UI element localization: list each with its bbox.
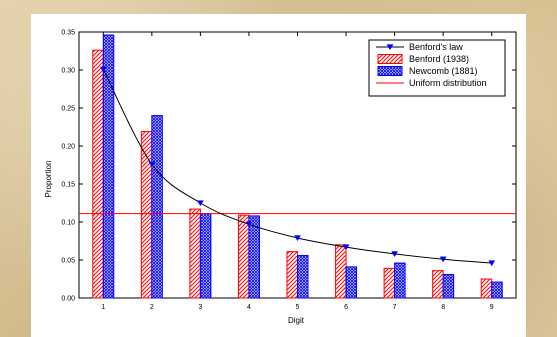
bar-benford-1938 bbox=[92, 49, 104, 299]
chart: 0.00 0.05 0.10 0.15 0.20 0.25 0.30 0.35 1 2 3 4 5 6 7… bbox=[44, 30, 517, 325]
bar-newcomb-1881 bbox=[345, 266, 358, 299]
series-lines bbox=[99, 66, 496, 267]
y-tick-label: 0.05 bbox=[61, 258, 75, 265]
x-tick-label: 9 bbox=[490, 304, 494, 311]
benfords-law-marker bbox=[342, 244, 350, 251]
bar-benford-1938 bbox=[383, 267, 396, 299]
legend-uniform-label: Uniform distribution bbox=[409, 78, 487, 88]
benfords-law-marker bbox=[196, 200, 204, 207]
y-axis-title: Proportion bbox=[44, 161, 53, 198]
x-tick-label: 8 bbox=[441, 304, 445, 311]
bar-benford-1938 bbox=[432, 270, 444, 299]
bar-benford-1938 bbox=[237, 214, 250, 299]
y-tick-label: 0.35 bbox=[61, 30, 75, 37]
legend-benfords-law-label: Benford's law bbox=[409, 42, 463, 52]
bar-newcomb-1881 bbox=[297, 254, 309, 299]
benfords-law-marker bbox=[488, 260, 496, 267]
bar-newcomb-1881 bbox=[199, 213, 212, 299]
y-tick-label: 0.25 bbox=[61, 106, 75, 113]
x-tick-label: 4 bbox=[247, 304, 251, 311]
y-tick-label: 0.00 bbox=[61, 296, 75, 303]
benfords-law-marker bbox=[294, 235, 301, 242]
legend-benford-1938-swatch bbox=[377, 54, 403, 64]
chart-panel: 0.00 0.05 0.10 0.15 0.20 0.25 0.30 0.35 1 2 3 4 5 6 7… bbox=[31, 14, 526, 337]
y-tick-label: 0.10 bbox=[61, 220, 75, 227]
x-tick-label: 3 bbox=[198, 304, 202, 311]
bar-benford-1938 bbox=[480, 278, 493, 299]
legend-newcomb-1881-swatch bbox=[377, 66, 403, 76]
benfords-law-marker bbox=[245, 221, 253, 228]
bars bbox=[92, 34, 503, 299]
benfords-law-marker bbox=[99, 66, 107, 73]
legend-benfords-law-marker bbox=[386, 44, 394, 51]
benfords-law-marker bbox=[148, 161, 156, 168]
x-axis-title: Digit bbox=[288, 316, 305, 325]
legend-benford-1938-label: Benford (1938) bbox=[409, 54, 469, 64]
x-tick-label: 2 bbox=[150, 304, 154, 311]
bar-newcomb-1881 bbox=[248, 215, 260, 299]
bar-benford-1938 bbox=[286, 251, 298, 299]
y-tick-label: 0.15 bbox=[61, 182, 75, 189]
x-tick-label: 7 bbox=[393, 304, 397, 311]
y-tick-label: 0.30 bbox=[61, 68, 75, 75]
bar-newcomb-1881 bbox=[491, 281, 503, 299]
legend: Benford's law Benford (1938) Newcomb (1881… bbox=[368, 39, 506, 97]
bar-newcomb-1881 bbox=[102, 34, 115, 299]
benfords-law-marker bbox=[439, 256, 447, 263]
x-tick-label: 1 bbox=[101, 304, 105, 311]
bar-newcomb-1881 bbox=[442, 273, 455, 299]
x-tick-label: 5 bbox=[296, 304, 300, 311]
legend-newcomb-1881-label: Newcomb (1881) bbox=[409, 66, 478, 76]
x-tick-label: 6 bbox=[344, 304, 348, 311]
bar-newcomb-1881 bbox=[394, 262, 406, 299]
bar-benford-1938 bbox=[189, 208, 201, 299]
y-axis: 0.00 0.05 0.10 0.15 0.20 0.25 0.30 0.35 bbox=[61, 30, 516, 303]
bar-newcomb-1881 bbox=[151, 115, 163, 299]
benfords-law-marker bbox=[391, 251, 399, 258]
bar-benford-1938 bbox=[335, 244, 347, 299]
y-tick-label: 0.20 bbox=[61, 144, 75, 151]
